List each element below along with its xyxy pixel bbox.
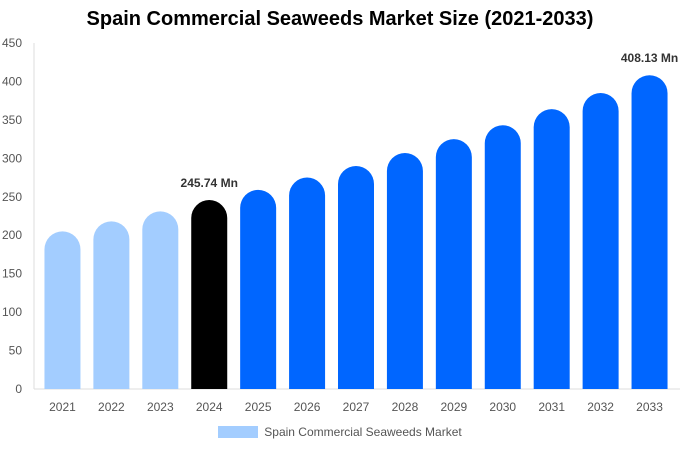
x-tick-label: 2029 [440,400,467,414]
data-label: 408.13 Mn [621,51,678,65]
x-tick-label: 2033 [636,400,663,414]
y-tick-label: 200 [2,228,22,242]
x-tick-label: 2028 [392,400,419,414]
bar-2024 [191,200,228,389]
bar-2026 [289,177,326,389]
bar-2023 [142,211,179,389]
y-tick-label: 100 [2,305,22,319]
y-tick-label: 50 [9,344,23,358]
legend: Spain Commercial Seaweeds Market [0,425,680,439]
x-tick-label: 2023 [147,400,174,414]
x-tick-label: 2021 [49,400,76,414]
x-tick-label: 2032 [587,400,614,414]
x-tick-label: 2031 [538,400,565,414]
x-tick-label: 2030 [489,400,516,414]
legend-swatch [218,426,259,438]
bar-2031 [533,109,570,389]
y-tick-label: 150 [2,267,22,281]
chart-title: Spain Commercial Seaweeds Market Size (2… [86,8,594,30]
bar-2022 [93,221,130,389]
y-tick-label: 0 [15,382,22,396]
y-tick-label: 300 [2,151,22,165]
bar-2029 [435,139,472,389]
bar-2033 [631,75,668,390]
x-tick-label: 2027 [343,400,370,414]
bar-2021 [44,231,81,389]
bar-2028 [386,152,423,389]
y-tick-label: 350 [2,113,22,127]
bar-2032 [582,92,619,389]
y-tick-label: 450 [2,36,22,50]
bar-2025 [240,189,277,389]
bar-2030 [484,125,521,389]
data-label: 245.74 Mn [181,176,238,190]
x-tick-label: 2022 [98,400,125,414]
bar-2027 [338,166,374,389]
x-tick-label: 2025 [245,400,272,414]
x-tick-label: 2026 [294,400,321,414]
legend-label: Spain Commercial Seaweeds Market [264,425,462,439]
y-tick-label: 250 [2,190,22,204]
y-tick-label: 400 [2,74,22,88]
x-tick-label: 2024 [196,400,223,414]
